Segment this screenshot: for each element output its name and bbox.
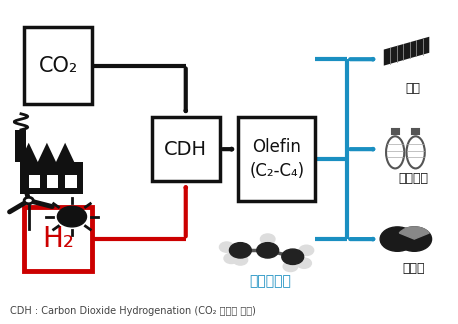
- Text: CDH : Carbon Dioxide Hydrogenation (CO₂ 수소화 반응): CDH : Carbon Dioxide Hydrogenation (CO₂ …: [11, 307, 256, 316]
- FancyBboxPatch shape: [47, 175, 58, 188]
- Text: 경질올레핀: 경질올레핀: [249, 274, 291, 288]
- FancyBboxPatch shape: [238, 117, 316, 201]
- Circle shape: [24, 197, 33, 204]
- Wedge shape: [399, 227, 429, 239]
- Polygon shape: [20, 162, 83, 194]
- Polygon shape: [20, 143, 83, 162]
- Polygon shape: [384, 37, 429, 66]
- Circle shape: [257, 243, 278, 258]
- Text: Olefin
(C₂-C₄): Olefin (C₂-C₄): [249, 138, 305, 179]
- Circle shape: [380, 227, 415, 251]
- FancyBboxPatch shape: [24, 27, 93, 104]
- Circle shape: [283, 261, 298, 272]
- Circle shape: [233, 255, 248, 265]
- Ellipse shape: [386, 136, 404, 168]
- Circle shape: [299, 245, 314, 256]
- Ellipse shape: [407, 136, 425, 168]
- Circle shape: [219, 242, 234, 252]
- Text: H₂: H₂: [42, 225, 74, 253]
- Text: 플라스틱: 플라스틱: [398, 172, 428, 185]
- FancyBboxPatch shape: [29, 175, 40, 188]
- Circle shape: [282, 249, 304, 264]
- FancyBboxPatch shape: [412, 129, 419, 134]
- Text: 의약품: 의약품: [402, 261, 425, 274]
- Circle shape: [261, 234, 275, 244]
- Circle shape: [57, 206, 87, 227]
- FancyBboxPatch shape: [65, 175, 76, 188]
- FancyBboxPatch shape: [392, 129, 399, 134]
- FancyBboxPatch shape: [152, 117, 220, 181]
- Circle shape: [397, 227, 431, 251]
- FancyBboxPatch shape: [15, 130, 27, 162]
- Text: CDH: CDH: [164, 140, 207, 159]
- Circle shape: [229, 243, 251, 258]
- Circle shape: [297, 258, 311, 268]
- Circle shape: [224, 253, 239, 263]
- Text: 섭유: 섭유: [406, 82, 421, 95]
- Text: CO₂: CO₂: [38, 56, 78, 75]
- FancyBboxPatch shape: [24, 207, 93, 271]
